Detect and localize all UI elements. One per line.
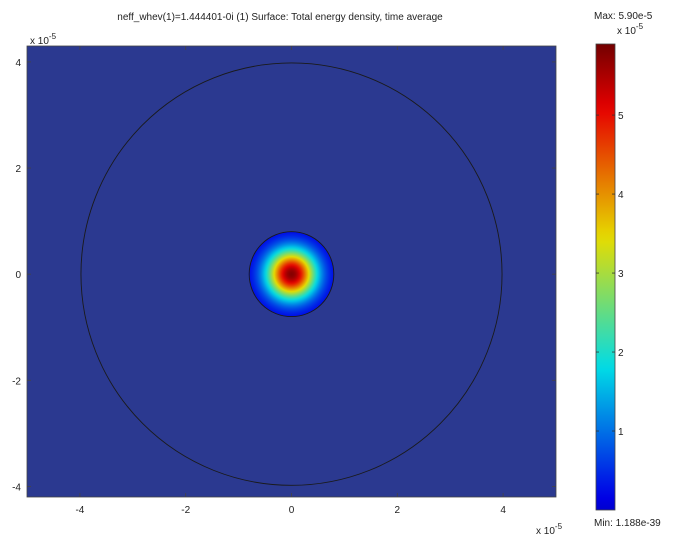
plot-area — [26, 45, 557, 498]
colorbar-min-label: Min: 1.188e-39 — [594, 518, 661, 529]
y-tick-label: 2 — [15, 164, 21, 175]
colorbar-tick-label: 2 — [618, 348, 624, 359]
x-exponent-power: -5 — [555, 522, 563, 531]
colorbar-tick-label: 3 — [618, 269, 624, 280]
x-tick-label: -4 — [75, 505, 84, 516]
boundary-circle — [80, 62, 503, 486]
y-tick-label: -4 — [12, 482, 21, 493]
colorbar-tick-label: 5 — [618, 111, 624, 122]
y-tick-label: -2 — [12, 376, 21, 387]
colorbar-exponent-label: x 10-5 — [617, 22, 644, 37]
colorbar-gradient-bar — [595, 43, 616, 511]
y-exponent-label: x 10-5 — [30, 32, 57, 47]
y-tick-label: 0 — [15, 270, 21, 281]
x-axis: -4 -2 0 2 4 — [75, 46, 506, 516]
x-tick-label: -2 — [181, 505, 190, 516]
colorbar-exponent-power: -5 — [636, 22, 644, 31]
boundary-circle — [248, 231, 335, 318]
energy-density-spot — [248, 231, 335, 317]
x-exponent-label: x 10-5 — [536, 522, 563, 537]
colorbar-tick-label: 4 — [618, 190, 624, 201]
x-tick-label: 4 — [500, 505, 506, 516]
y-tick-label: 4 — [15, 58, 21, 69]
colorbar-tick-label: 1 — [618, 427, 624, 438]
colorbar: Max: 5.90e-5 x 10-5 1 2 3 4 5 Min: 1.188e-39 — [594, 11, 661, 529]
colorbar-max-label: Max: 5.90e-5 — [594, 11, 653, 22]
chart-title: neff_whev(1)=1.444401-0i (1) Surface: To… — [117, 12, 443, 23]
x-tick-label: 2 — [395, 505, 401, 516]
x-tick-label: 0 — [289, 505, 295, 516]
y-axis: -4 -2 0 2 4 — [12, 58, 556, 493]
y-exponent-power: -5 — [49, 32, 57, 41]
